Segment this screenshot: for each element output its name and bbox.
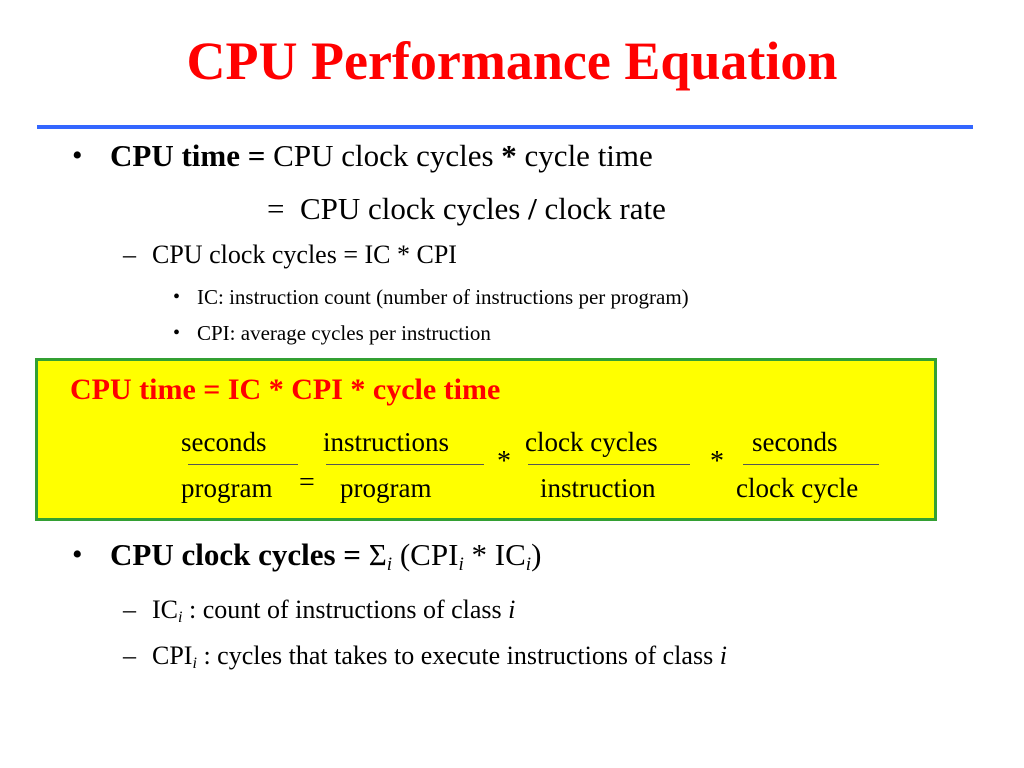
bullet-cpu-clock-cycles: CPU clock cycles = Σi (CPIi * ICi) [110,535,541,585]
subsub-cpi: CPI: average cycles per instruction [197,321,491,345]
term-cpu-clock-cycles: CPU clock cycles [110,537,336,572]
cpi-open: (CPI [399,537,459,572]
fraction-1-numerator: seconds [181,427,267,457]
bullet-dot: • [72,139,83,172]
bullet-dot: • [72,538,83,571]
equals-sign: = [247,138,266,173]
cpu-clock-cycles-text: CPU clock cycles [299,191,521,226]
small-bullet-dot: • [173,286,181,308]
fraction-2-bar [326,464,484,465]
divide-sign: / [528,191,537,226]
index-i: i [525,553,532,575]
fraction-4-denominator: clock cycle [736,473,859,503]
equals-sign: = [343,537,361,572]
fraction-1-denominator: program [181,473,273,503]
class-var-i: i [508,595,516,624]
title-divider [37,125,973,129]
ic-mid: * IC [463,537,526,572]
small-bullet-dot: • [173,322,181,344]
fraction-3-numerator: clock cycles [525,427,658,457]
fraction-4-numerator: seconds [752,427,838,457]
index-i: i [192,655,197,673]
fraction-2-denominator: program [340,473,432,503]
dash-marker: – [123,641,136,670]
sub-ic-i: ICi : count of instructions of class i [152,593,515,635]
term-cpu-time: CPU time [110,138,240,173]
bullet-cpu-time: CPU time = CPU clock cycles * cycle time [110,136,653,176]
index-i: i [178,609,183,627]
cpi-prefix: CPI [152,641,193,670]
cycle-time-text: cycle time [524,138,653,173]
bullet-cpu-time-line2: = CPU clock cycles / clock rate [267,189,666,229]
sub-cpu-clock-cycles: CPU clock cycles = IC * CPI [152,240,457,269]
cpi-description: : cycles that takes to execute instructi… [196,641,720,670]
fraction-2-numerator: instructions [323,427,449,457]
ic-description: : count of instructions of class [182,595,509,624]
multiply-sign: * [501,138,517,173]
fraction-4-bar [743,464,879,465]
close-paren: ) [531,537,542,572]
equals-sign: = [267,191,285,226]
fraction-3-bar [528,464,690,465]
highlight-box [35,358,937,521]
ic-prefix: IC [152,595,178,624]
class-var-i: i [719,641,727,670]
index-i: i [458,553,464,575]
fraction-3-denominator: instruction [540,473,656,503]
index-i: i [386,553,393,575]
page-title: CPU Performance Equation [186,31,838,91]
sigma-symbol: Σ [368,537,387,572]
sub-cpi-i: CPIi : cycles that takes to execute inst… [152,639,727,681]
subsub-ic: IC: instruction count (number of instruc… [197,285,689,309]
highlight-title: CPU time = IC * CPI * cycle time [70,373,501,406]
dash-marker: – [123,595,136,624]
multiply-sign: * [710,446,724,477]
dash-marker: – [123,240,136,269]
equals-sign: = [299,467,315,498]
clock-rate-text: clock rate [544,191,666,226]
cpu-clock-cycles-text: CPU clock cycles [273,138,494,173]
multiply-sign: * [497,446,511,477]
fraction-1-bar [188,464,298,465]
